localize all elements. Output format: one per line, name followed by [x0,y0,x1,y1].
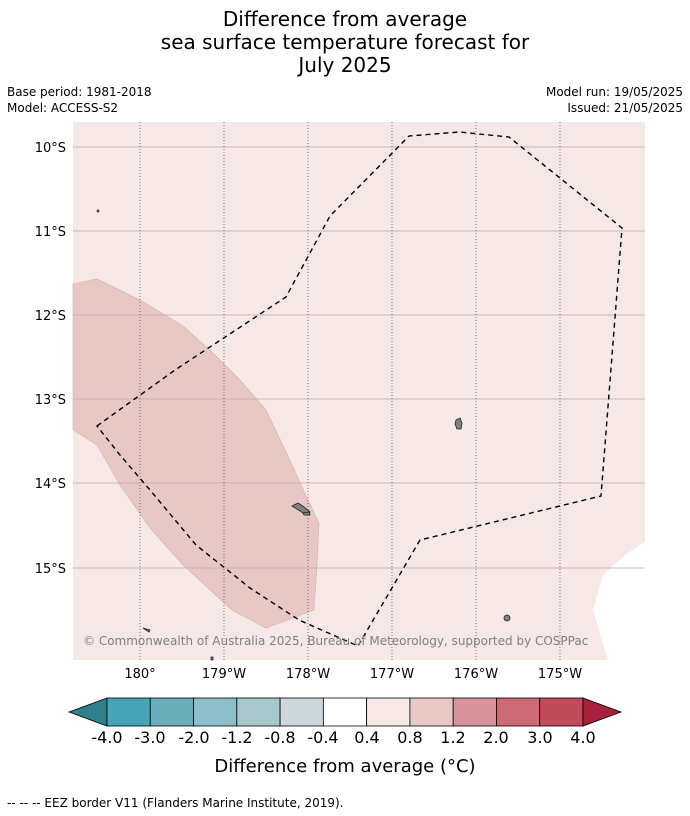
lat-label: 12°S [35,309,66,324]
lon-label: 177°W [370,667,414,682]
eez-footnote: -- -- -- EEZ border V11 (Flanders Marine… [7,796,344,810]
colorbar-segment [366,697,411,727]
colorbar-segment [193,697,238,727]
title-line-3: July 2025 [298,53,392,77]
copyright-text: © Commonwealth of Australia 2025, Bureau… [83,634,588,648]
colorbar-tick-label: -0.8 [264,728,295,747]
map-area: © Commonwealth of Australia 2025, Bureau… [72,122,645,661]
title-line-1: Difference from average [222,7,468,31]
colorbar-segment [409,697,454,727]
colorbar-title: Difference from average (°C) [214,756,475,777]
colorbar-tick-label: -4.0 [91,728,122,747]
colorbar-tick-label: 2.0 [483,728,508,747]
meta-right: Model run: 19/05/2025 Issued: 21/05/2025 [546,84,683,116]
lon-label: 178°W [286,667,330,682]
colorbar-segment [149,697,194,727]
no-data-region [593,542,645,660]
colorbar-segment [106,697,151,727]
base-period-text: Base period: 1981-2018 [7,85,152,99]
colorbar-tick-label: 0.4 [354,728,379,747]
lon-label: 180° [124,667,155,682]
model-text: Model: ACCESS-S2 [7,101,119,115]
colorbar-tick-label: -2.0 [178,728,209,747]
colorbar-extend-high [582,697,623,727]
island-rotuma [291,502,311,516]
meta-left: Base period: 1981-2018 Model: ACCESS-S2 [7,84,152,116]
lat-gridlines [73,146,645,569]
colorbar-tick-label: -3.0 [134,728,165,747]
lon-labels: 180° 179°W 178°W 177°W 176°W 175°W [124,667,582,682]
colorbar-segment [279,697,324,727]
lon-label: 176°W [454,667,498,682]
colorbar-segment [452,697,497,727]
colorbar-tick-label: -1.2 [221,728,252,747]
lat-label: 15°S [35,562,66,577]
colorbar-tick-labels: -4.0 -3.0 -2.0 -1.2 -0.8 -0.4 0.4 0.8 1.… [91,728,595,747]
lon-label: 179°W [202,667,246,682]
title-line-2: sea surface temperature forecast for [160,30,530,54]
colorbar-segment [539,697,584,727]
lat-label: 13°S [35,393,66,408]
colorbar-segment [236,697,281,727]
island-small-nw [96,209,100,213]
warm-anomaly-region [72,278,320,629]
land-islands [96,209,511,661]
colorbar [67,697,623,727]
colorbar-tick-label: 4.0 [570,728,595,747]
lat-label: 14°S [35,477,66,492]
island-wallis [454,417,463,430]
colorbar-tick-label: -0.4 [307,728,338,747]
lat-label: 10°S [35,141,66,156]
colorbar-tick-label: 1.2 [440,728,465,747]
colorbar-segment [322,697,368,727]
lon-label: 175°W [538,667,582,682]
island-niuafoou [503,614,511,622]
chart-title: Difference from average sea surface temp… [0,8,690,77]
lat-label: 11°S [35,225,66,240]
island-south [142,627,151,633]
model-run-text: Model run: 19/05/2025 [545,85,683,99]
colorbar-segment [496,697,541,727]
eez-border [95,131,623,647]
issued-text: Issued: 21/05/2025 [567,101,683,115]
island-bottom [210,656,214,661]
colorbar-extend-low [67,697,108,727]
island-futuna [302,511,311,516]
lat-labels: 10°S 11°S 12°S 13°S 14°S 15°S [35,141,66,577]
colorbar-tick-label: 0.8 [397,728,422,747]
colorbar-tick-label: 3.0 [527,728,552,747]
